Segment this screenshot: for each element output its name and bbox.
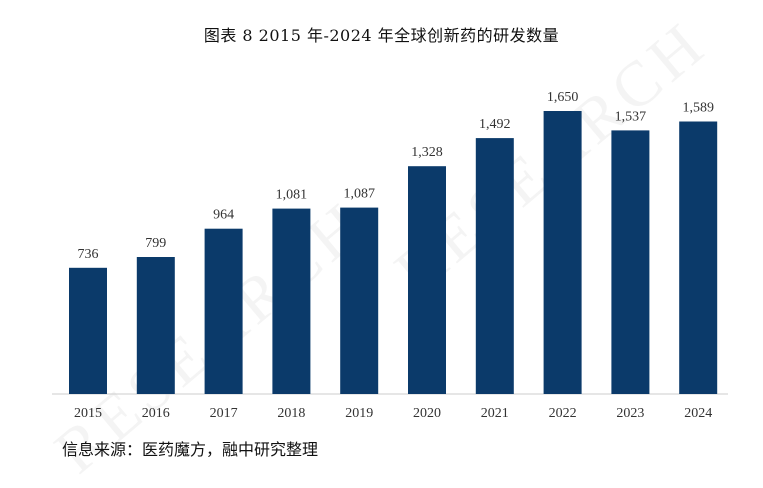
- x-tick-label-2016: 2016: [142, 406, 170, 421]
- chart-title: 图表 8 2015 年-2024 年全球创新药的研发数量: [203, 26, 560, 45]
- bar-2016: [136, 257, 175, 394]
- bar-2022: [543, 111, 582, 394]
- value-label-2017: 964: [213, 208, 234, 223]
- bar-2018: [272, 208, 311, 394]
- x-tick-label-2020: 2020: [413, 406, 441, 421]
- x-tick-label-2017: 2017: [210, 406, 238, 421]
- bar-2021: [475, 138, 514, 394]
- x-tick-label-2018: 2018: [277, 406, 305, 421]
- x-tick-label-2021: 2021: [481, 406, 509, 421]
- value-label-2015: 736: [78, 247, 99, 262]
- value-label-2018: 1,081: [276, 188, 308, 203]
- bar-2017: [204, 228, 243, 394]
- value-label-2024: 1,589: [682, 101, 714, 116]
- bar-2020: [408, 166, 446, 394]
- bar-2023: [611, 130, 650, 394]
- bar-2015: [69, 267, 107, 394]
- value-label-2020: 1,328: [411, 145, 443, 160]
- value-label-2023: 1,537: [615, 109, 647, 124]
- x-tick-label-2024: 2024: [684, 406, 712, 421]
- bar-2024: [679, 121, 718, 394]
- x-tick-label-2019: 2019: [345, 406, 373, 421]
- x-tick-label-2023: 2023: [616, 406, 644, 421]
- source-note: 信息来源：医药魔方，融中研究整理: [62, 440, 319, 459]
- value-label-2019: 1,087: [343, 187, 375, 202]
- value-label-2021: 1,492: [479, 117, 511, 132]
- x-tick-label-2022: 2022: [549, 406, 577, 421]
- value-label-2022: 1,650: [547, 90, 579, 105]
- bar-2019: [340, 207, 379, 394]
- bar-chart: 736 799 964 1,081 1,087 1,328 1,492 1,650 1,537 1…: [52, 90, 728, 421]
- x-tick-label-2015: 2015: [74, 406, 102, 421]
- value-label-2016: 799: [145, 236, 166, 251]
